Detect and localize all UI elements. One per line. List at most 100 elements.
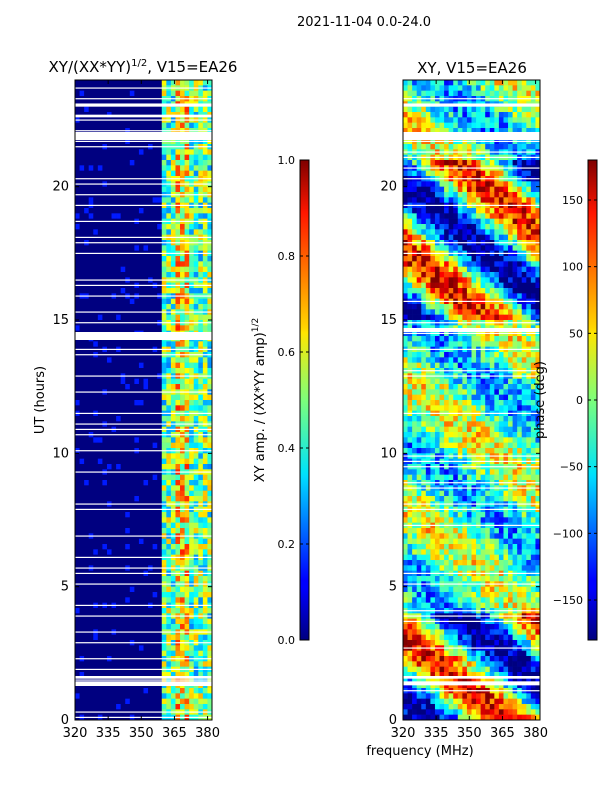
heatmap-cell: [193, 645, 199, 651]
amplitude-blank-rows: [75, 104, 212, 686]
heatmap-cell: [512, 144, 518, 150]
heatmap-cell: [521, 160, 527, 166]
heatmap-cell: [530, 80, 536, 86]
heatmap-cell: [125, 560, 131, 566]
heatmap-cell: [170, 394, 176, 401]
heatmap-cell: [97, 645, 103, 651]
heatmap-cell: [157, 661, 163, 667]
heatmap-cell: [93, 549, 99, 555]
heatmap-cell: [161, 357, 167, 363]
heatmap-cell: [466, 117, 472, 123]
heatmap-cell: [88, 464, 94, 470]
heatmap-cell: [412, 229, 417, 235]
heatmap-cell: [530, 256, 536, 262]
heatmap-cell: [120, 464, 126, 470]
heatmap-cell: [148, 416, 153, 422]
heatmap-cell: [129, 229, 135, 235]
heatmap-cell: [161, 224, 167, 230]
heatmap-cell: [148, 341, 153, 347]
heatmap-cell: [535, 106, 541, 113]
heatmap-cell: [88, 522, 94, 529]
heatmap-cell: [134, 186, 140, 193]
heatmap-cell: [202, 304, 208, 310]
flagged-row-line: [75, 354, 212, 356]
heatmap-cell: [157, 453, 163, 459]
heatmap-cell: [517, 277, 523, 283]
heatmap-cell: [88, 416, 94, 422]
heatmap-cell: [120, 437, 126, 443]
heatmap-cell: [207, 704, 213, 710]
heatmap-cell: [84, 650, 89, 657]
heatmap-cell: [471, 90, 477, 97]
heatmap-cell: [476, 213, 481, 219]
heatmap-cell: [79, 170, 85, 177]
y-tick-label: 0: [61, 713, 69, 728]
heatmap-cell: [189, 528, 195, 534]
heatmap-cell: [93, 224, 99, 230]
heatmap-cell: [530, 90, 536, 97]
heatmap-cell: [157, 106, 163, 113]
heatmap-cell: [75, 213, 80, 219]
heatmap-cell: [416, 128, 422, 134]
heatmap-cell: [448, 85, 454, 91]
heatmap-cell: [148, 160, 153, 166]
heatmap-cell: [494, 261, 500, 267]
heatmap-cell: [116, 213, 121, 219]
heatmap-cell: [517, 186, 523, 193]
heatmap-cell: [84, 538, 89, 545]
heatmap-cell: [193, 586, 199, 593]
heatmap-cell: [129, 325, 135, 331]
heatmap-cell: [207, 122, 213, 129]
heatmap-cell: [97, 368, 103, 374]
heatmap-cell: [157, 528, 163, 534]
heatmap-cell: [170, 160, 176, 166]
heatmap-cell: [129, 288, 135, 294]
heatmap-cell: [512, 277, 518, 283]
heatmap-cell: [207, 480, 213, 486]
heatmap-cell: [184, 586, 190, 593]
heatmap-cell: [184, 90, 190, 97]
heatmap-cell: [79, 357, 85, 363]
heatmap-cell: [512, 128, 518, 134]
heatmap-cell: [97, 496, 103, 502]
heatmap-cell: [161, 528, 167, 534]
heatmap-cell: [489, 197, 495, 203]
heatmap-cell: [421, 80, 427, 86]
heatmap-cell: [97, 597, 103, 603]
heatmap-cell: [93, 672, 99, 678]
heatmap-cell: [148, 496, 153, 502]
heatmap-cell: [407, 288, 413, 294]
heatmap-cell: [148, 256, 153, 262]
flagged-row-line: [75, 183, 212, 185]
heatmap-cell: [202, 384, 208, 390]
heatmap-cell: [485, 90, 491, 97]
heatmap-cell: [207, 416, 213, 422]
heatmap-cell: [148, 106, 153, 113]
heatmap-cell: [517, 245, 523, 251]
heatmap-cell: [166, 474, 172, 481]
flagged-row-line: [403, 252, 540, 254]
heatmap-cell: [88, 170, 94, 177]
heatmap-cell: [97, 693, 103, 699]
heatmap-cell: [88, 517, 94, 523]
heatmap-cell: [102, 597, 108, 603]
heatmap-cell: [198, 314, 204, 321]
heatmap-cell: [157, 261, 163, 267]
heatmap-cell: [480, 208, 486, 214]
heatmap-cell: [175, 384, 181, 390]
heatmap-cell: [489, 186, 495, 193]
heatmap-cell: [120, 341, 126, 347]
heatmap-cell: [120, 170, 126, 177]
heatmap-cell: [111, 90, 117, 97]
blank-row-band: [75, 132, 212, 140]
heatmap-cell: [535, 282, 541, 289]
heatmap-cell: [202, 90, 208, 97]
heatmap-cell: [157, 256, 163, 262]
heatmap-cell: [207, 634, 213, 641]
heatmap-cell: [485, 170, 491, 177]
heatmap-cell: [170, 405, 176, 411]
colorbar-tick-label: 1.0: [278, 154, 296, 167]
heatmap-cell: [120, 597, 126, 603]
heatmap-cell: [152, 80, 158, 86]
heatmap-cell: [412, 234, 417, 241]
